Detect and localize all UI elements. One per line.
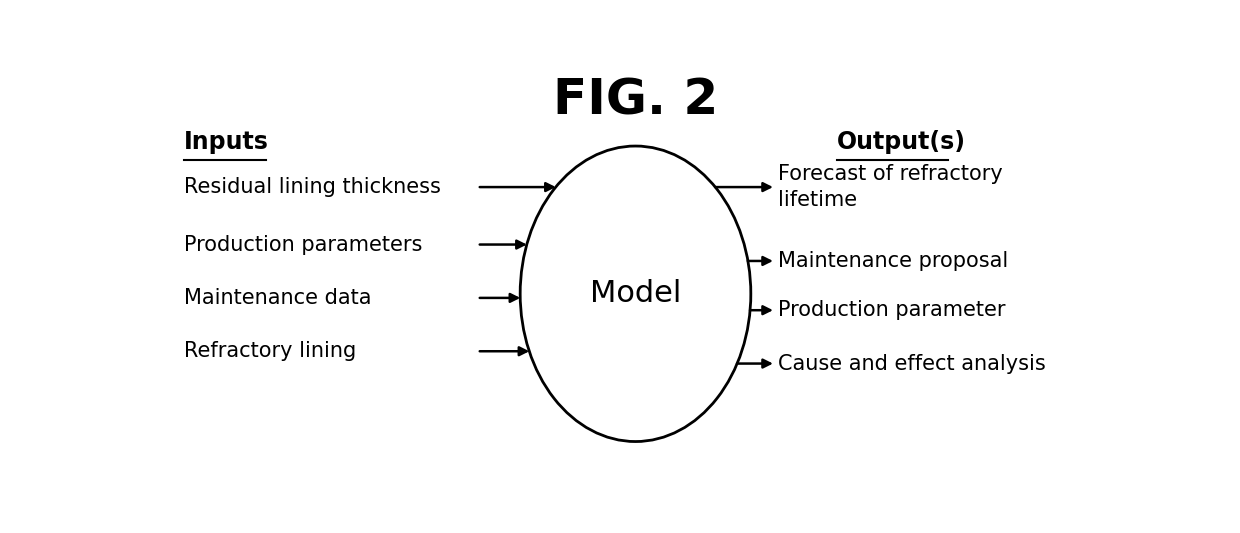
Text: Refractory lining: Refractory lining	[184, 341, 356, 361]
Text: Maintenance data: Maintenance data	[184, 288, 371, 308]
Text: Forecast of refractory
lifetime: Forecast of refractory lifetime	[777, 164, 1002, 211]
Text: Production parameter: Production parameter	[777, 300, 1006, 320]
Text: Model: Model	[590, 279, 681, 308]
Text: Output(s): Output(s)	[837, 130, 966, 154]
Text: Inputs: Inputs	[184, 130, 269, 154]
Text: Production parameters: Production parameters	[184, 235, 422, 255]
Text: Maintenance proposal: Maintenance proposal	[777, 251, 1008, 271]
Text: Residual lining thickness: Residual lining thickness	[184, 177, 440, 197]
Text: FIG. 2: FIG. 2	[553, 76, 718, 124]
Text: Cause and effect analysis: Cause and effect analysis	[777, 353, 1045, 374]
